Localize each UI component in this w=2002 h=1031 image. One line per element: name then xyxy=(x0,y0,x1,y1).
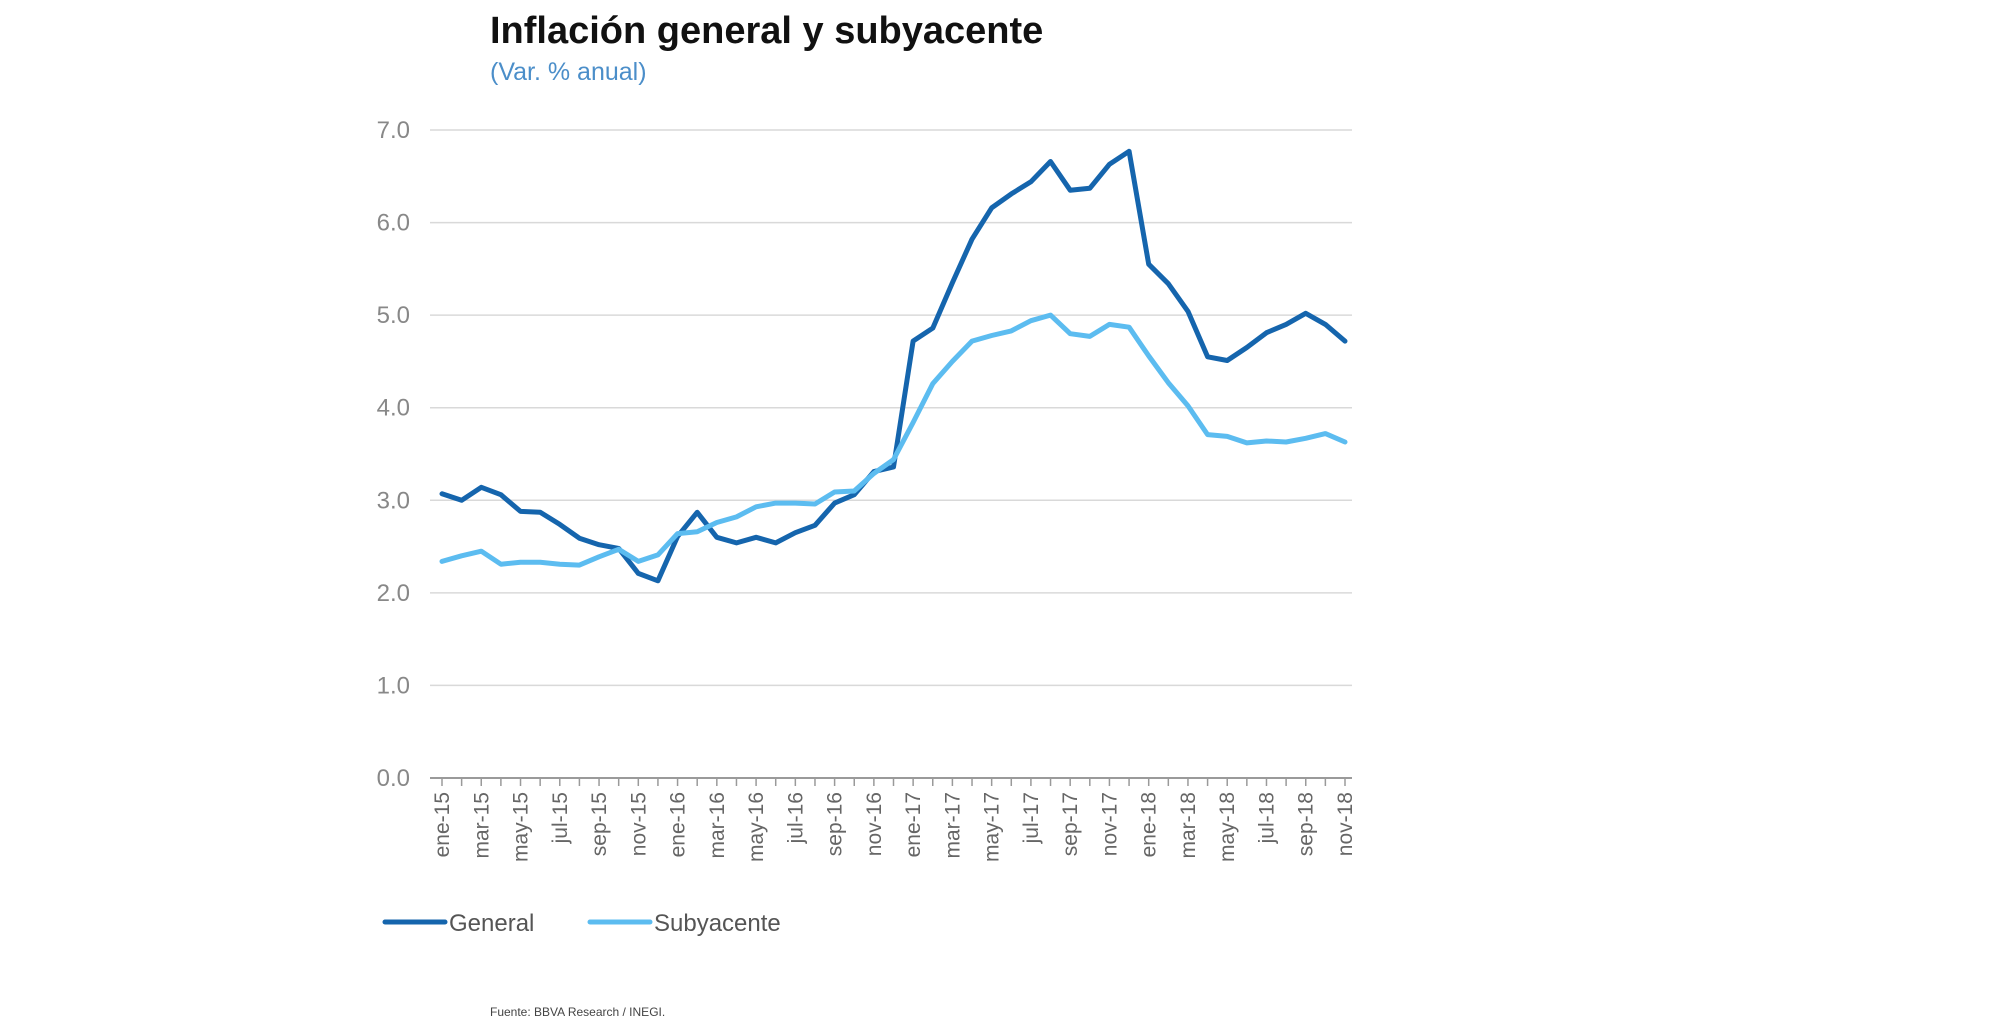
y-tick-label: 3.0 xyxy=(377,487,410,514)
x-tick-label: nov-15 xyxy=(627,792,650,856)
x-tick-label: sep-17 xyxy=(1059,792,1082,856)
legend-label: General xyxy=(449,910,534,937)
legend-item-subyacente: Subyacente xyxy=(587,910,781,937)
x-tick-label: may-18 xyxy=(1216,792,1239,862)
x-tick-label: may-15 xyxy=(510,792,533,862)
x-axis: ene-15 mar-15 may-15 jul-15 sep-15 nov-15 ene-… xyxy=(430,777,1357,862)
y-tick-label: 2.0 xyxy=(377,580,410,607)
x-tick-label: sep-15 xyxy=(588,792,611,856)
y-tick-label: 6.0 xyxy=(377,210,410,237)
x-tick-label: sep-18 xyxy=(1295,792,1318,856)
chart-subtitle: (Var. % anual) xyxy=(490,58,647,86)
x-tick-label: ene-15 xyxy=(431,792,454,857)
x-tick-label: mar-18 xyxy=(1177,792,1200,859)
series-line-subyacente xyxy=(439,312,1348,568)
x-tick-label: sep-16 xyxy=(824,792,847,856)
x-tick-label: jul-17 xyxy=(1020,792,1043,844)
x-tick-label: ene-18 xyxy=(1138,792,1161,857)
x-tick-label: jul-18 xyxy=(1255,792,1278,844)
y-tick-label: 5.0 xyxy=(377,302,410,329)
y-tick-label: 0.0 xyxy=(377,765,410,792)
y-axis: 0.0 1.0 2.0 3.0 4.0 5.0 6.0 7.0 xyxy=(377,117,410,792)
x-tick-label: jul-15 xyxy=(549,792,572,844)
legend-label: Subyacente xyxy=(654,910,781,937)
x-tick-label: may-16 xyxy=(745,792,768,862)
x-tick-label: may-17 xyxy=(981,792,1004,862)
legend: General Subyacente xyxy=(382,910,781,937)
x-tick-label: jul-16 xyxy=(784,792,807,844)
series-line-general xyxy=(439,148,1348,584)
x-tick-label: ene-16 xyxy=(667,792,690,857)
x-tick-label: nov-16 xyxy=(863,792,886,856)
grid-lines xyxy=(430,129,1352,687)
y-tick-label: 4.0 xyxy=(377,395,410,422)
chart-title: Inflación general y subyacente xyxy=(490,10,1044,52)
x-tick-label: nov-18 xyxy=(1334,792,1357,856)
series-lines xyxy=(439,148,1348,584)
x-tick-label: nov-17 xyxy=(1098,792,1121,856)
x-tick-label: mar-16 xyxy=(706,792,729,859)
y-tick-label: 1.0 xyxy=(377,672,410,699)
source-note: Fuente: BBVA Research / INEGI. xyxy=(490,1005,666,1019)
x-tick-label: mar-17 xyxy=(941,792,964,859)
x-tick-label: ene-17 xyxy=(902,792,925,857)
x-tick-label: mar-15 xyxy=(470,792,493,859)
y-tick-label: 7.0 xyxy=(377,117,410,144)
legend-item-general: General xyxy=(382,910,534,937)
